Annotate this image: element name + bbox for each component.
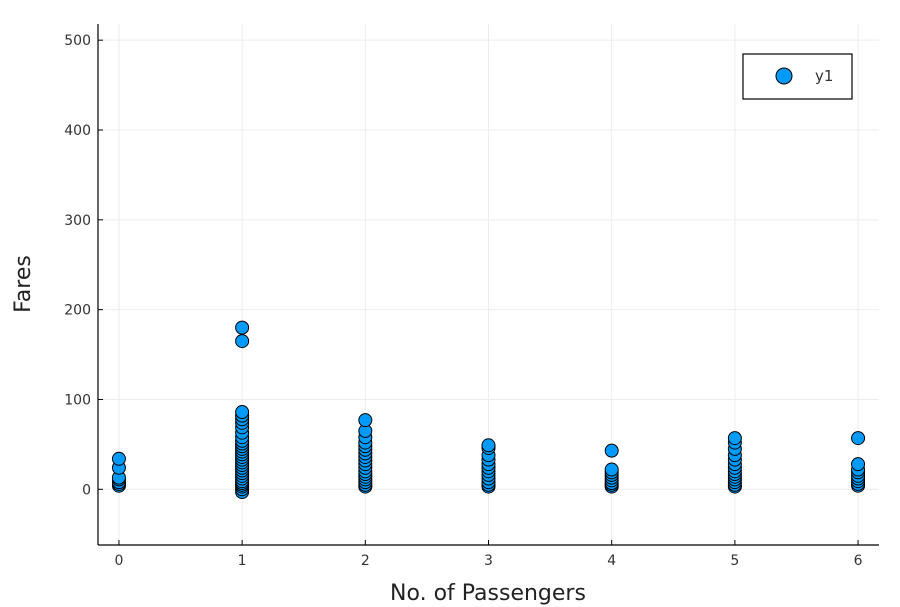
data-point [727,431,742,446]
x-tick-label: 5 [730,553,739,569]
data-point [111,451,126,466]
data-point [604,462,619,477]
axes [97,24,879,546]
data-points [111,320,866,500]
grid-lines [98,24,879,545]
data-point [851,457,866,472]
legend-label: y1 [815,67,833,85]
x-tick-label: 0 [114,553,123,569]
data-point [481,438,496,453]
y-tick-label: 0 [82,482,91,498]
x-tick-label: 3 [484,553,493,569]
x-axis-title: No. of Passengers [390,581,586,606]
data-point [235,405,250,420]
y-tick-label: 400 [64,123,91,139]
data-point [358,413,373,428]
data-point [851,431,866,446]
y-tick-label: 100 [64,392,91,408]
x-tick-label: 1 [238,553,247,569]
tick-labels: 0 1 2 3 4 5 6 0 100 200 300 400 500 [64,33,862,569]
x-tick-label: 6 [854,553,863,569]
data-point [604,443,619,458]
x-tick-label: 2 [361,553,370,569]
data-point [235,334,250,349]
y-tick-label: 500 [64,33,91,49]
y-tick-label: 200 [64,303,91,319]
legend-marker [775,67,793,85]
legend-box [742,53,853,100]
y-axis-title: Fares [11,255,36,313]
y-tick-label: 300 [64,213,91,229]
legend: y1 [742,53,853,100]
x-tick-label: 4 [607,553,616,569]
data-point [235,320,250,335]
